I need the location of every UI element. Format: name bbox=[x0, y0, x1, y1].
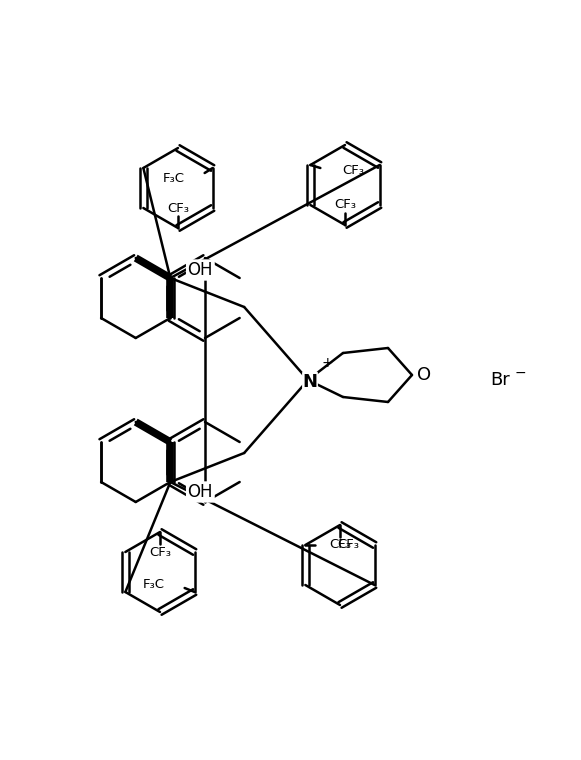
Text: N: N bbox=[303, 373, 317, 391]
Text: F₃C: F₃C bbox=[143, 578, 164, 591]
Text: CF₃: CF₃ bbox=[334, 198, 356, 211]
Text: CF₃: CF₃ bbox=[329, 539, 351, 552]
Text: CF₃: CF₃ bbox=[167, 201, 189, 214]
Text: F₃C: F₃C bbox=[163, 172, 185, 185]
Text: +: + bbox=[321, 356, 333, 370]
Text: OH: OH bbox=[188, 261, 213, 279]
Text: CF₃: CF₃ bbox=[342, 163, 364, 176]
Text: Br: Br bbox=[490, 371, 510, 389]
Text: O: O bbox=[418, 366, 431, 384]
Text: O: O bbox=[417, 366, 431, 384]
Text: CF₃: CF₃ bbox=[149, 546, 171, 559]
Text: OH: OH bbox=[188, 483, 213, 501]
Text: CF₃: CF₃ bbox=[338, 539, 360, 552]
Text: −: − bbox=[514, 366, 526, 380]
Text: OH: OH bbox=[188, 483, 213, 501]
Text: N: N bbox=[304, 373, 316, 391]
Text: OH: OH bbox=[188, 261, 213, 279]
